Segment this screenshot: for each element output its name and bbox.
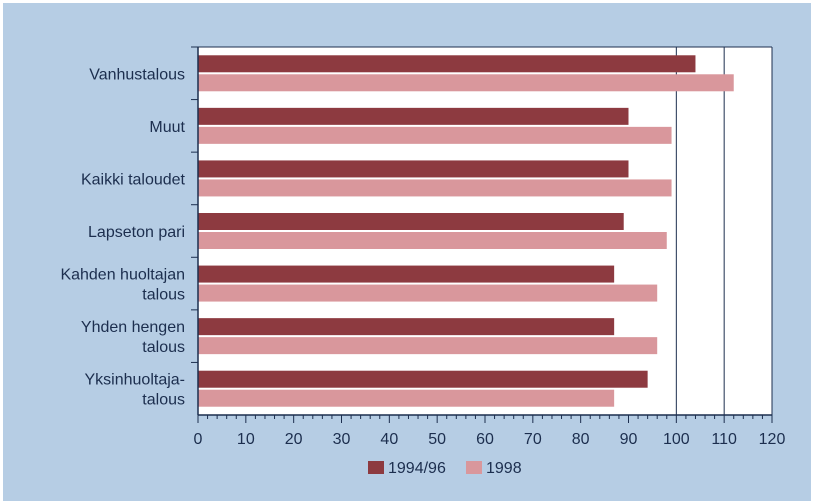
- bar-series-0-cat-5: [198, 318, 615, 336]
- bar-series-1-cat-6: [198, 389, 615, 407]
- bar-series-1-cat-0: [198, 74, 734, 92]
- x-tick-label-40: 40: [380, 431, 398, 448]
- category-label-6-line-0: Yksinhuoltaja-: [85, 372, 186, 389]
- bar-series-1-cat-1: [198, 126, 672, 144]
- legend-swatch-1: [466, 461, 482, 474]
- bar-series-0-cat-6: [198, 370, 648, 388]
- bar-series-1-cat-4: [198, 284, 658, 302]
- x-tick-label-20: 20: [285, 431, 303, 448]
- bar-series-1-cat-5: [198, 337, 658, 355]
- category-label-5-line-1: talous: [142, 339, 185, 356]
- x-tick-label-50: 50: [428, 431, 446, 448]
- bar-series-1-cat-3: [198, 232, 667, 249]
- plot-area: [198, 47, 772, 415]
- legend-label-0: 1994/96: [388, 460, 446, 477]
- bar-series-0-cat-4: [198, 265, 615, 283]
- category-label-1-line-0: Muut: [149, 119, 185, 136]
- bar-series-0-cat-1: [198, 107, 629, 125]
- category-label-4-line-1: talous: [142, 287, 185, 304]
- category-label-2-line-0: Kaikki taloudet: [81, 171, 186, 188]
- bar-series-0-cat-0: [198, 55, 696, 73]
- x-tick-label-70: 70: [524, 431, 542, 448]
- x-tick-label-100: 100: [663, 431, 690, 448]
- x-tick-label-0: 0: [194, 431, 203, 448]
- x-tick-label-80: 80: [572, 431, 590, 448]
- bar-series-0-cat-3: [198, 213, 624, 230]
- bar-series-1-cat-2: [198, 179, 672, 197]
- category-label-3-line-0: Lapseton pari: [88, 224, 185, 241]
- bar-chart: Vanhustalous Muut Kaikki taloudet Lapseton …: [60, 46, 786, 477]
- x-tick-label-90: 90: [620, 431, 638, 448]
- x-tick-label-120: 120: [759, 431, 786, 448]
- bar-series-0-cat-2: [198, 160, 629, 178]
- x-tick-label-10: 10: [237, 431, 255, 448]
- category-label-6-line-1: talous: [142, 392, 185, 409]
- x-tick-label-110: 110: [711, 431, 737, 448]
- category-label-4-line-0: Kahden huoltajan: [60, 267, 185, 284]
- category-label-0-line-0: Vanhustalous: [89, 66, 185, 83]
- chart-figure: Vanhustalous Muut Kaikki taloudet Lapseton …: [3, 3, 811, 501]
- legend-label-1: 1998: [486, 460, 522, 477]
- category-label-5-line-0: Yhden hengen: [81, 319, 185, 336]
- x-tick-label-60: 60: [476, 431, 494, 448]
- legend-swatch-0: [368, 461, 384, 474]
- x-tick-label-30: 30: [333, 431, 351, 448]
